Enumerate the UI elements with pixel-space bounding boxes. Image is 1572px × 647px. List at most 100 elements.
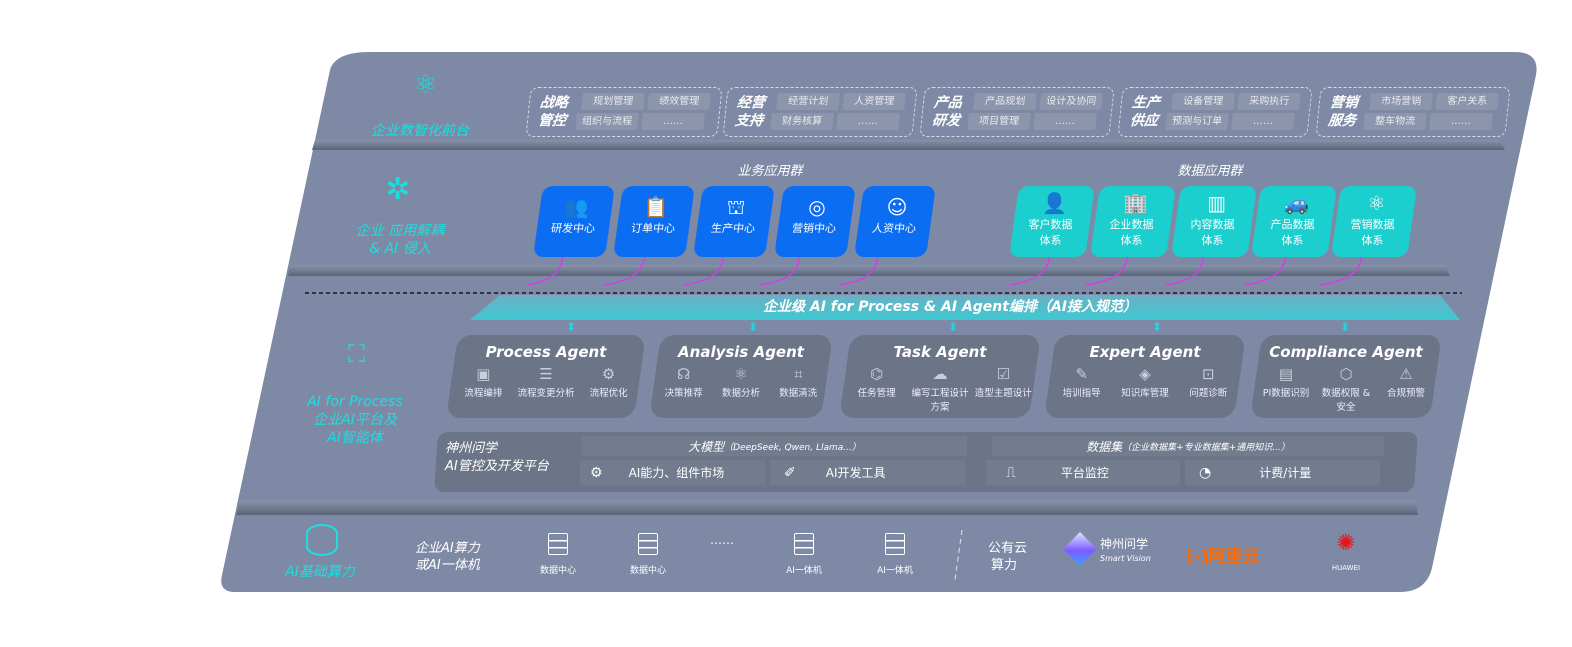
- agent-item: ☊ 决策推荐: [655, 365, 712, 399]
- chip: ……: [1231, 113, 1295, 130]
- agent-card-task[interactable]: Task Agent ⌬ 任务管理 ☁ 编写工程设计方案 ☑ 造型主题设计: [839, 335, 1041, 418]
- front-group: 产品研发 产品规划 设计及协同 项目管理 ……: [919, 87, 1115, 137]
- team-icon: 👥: [563, 195, 589, 219]
- market-icon: ⚙: [590, 464, 603, 481]
- front-group: 营销服务 市场营销 客户关系 整车物流 ……: [1315, 87, 1511, 137]
- group-title: 产品研发: [931, 95, 963, 129]
- chip: 设备管理: [1171, 93, 1235, 110]
- ellipsis: ……: [710, 533, 734, 547]
- card-label: 人资中心: [871, 222, 917, 235]
- market-bar[interactable]: ⚙ AI能力、组件市场: [580, 460, 765, 485]
- network-icon: ⌬: [870, 365, 884, 383]
- chip: ……: [641, 113, 705, 130]
- chip: 人资管理: [842, 93, 906, 110]
- label-line: AI管控及开发平台: [445, 459, 549, 474]
- chip: 产品规划: [973, 93, 1037, 110]
- app-card-rd[interactable]: 👥 研发中心: [533, 186, 615, 257]
- billing-bar[interactable]: ◔ 计费/计量: [1185, 460, 1380, 485]
- aliyun-logo: [-]阿里云: [1186, 542, 1260, 567]
- gauge-icon: ◔: [1199, 464, 1212, 481]
- agent-item: ☁ 编写工程设计方案: [909, 365, 972, 413]
- agent-card-expert[interactable]: Expert Agent ✎ 培训指导 ◈ 知识库管理 ⊡ 问题诊断: [1044, 335, 1246, 418]
- devtools-bar[interactable]: ✐ AI开发工具: [770, 460, 965, 485]
- item-label: PI数据识别: [1262, 388, 1310, 399]
- card-label: 生产中心: [710, 222, 756, 235]
- dataset-note: （企业数据集+专业数据集+通用知识...）: [1122, 442, 1290, 453]
- card-label: 营销数据体系: [1350, 218, 1395, 247]
- user-icon: 👤: [1042, 191, 1068, 215]
- layer-label-apps: 企业 应用解耦 & AI 侵入: [345, 222, 455, 258]
- chip: 项目管理: [967, 113, 1031, 130]
- cloud-icon: ☁: [932, 365, 948, 383]
- label-line: AI for Process: [307, 394, 403, 410]
- label-line: AI智能体: [327, 430, 383, 446]
- app-card-marketing[interactable]: ◎ 营销中心: [774, 186, 856, 257]
- agent-card-compliance[interactable]: Compliance Agent ▤ PI数据识别 ⬡ 数据权限 & 安全 ⚠ 合规预…: [1250, 335, 1442, 418]
- data-card-content[interactable]: ▥ 内容数据体系: [1171, 186, 1257, 257]
- agent-item: ⚙ 流程优化: [578, 365, 640, 399]
- id-icon: ▤: [1278, 365, 1294, 383]
- front-group: 战略管控 规划管理 绩效管理 组织与流程 ……: [525, 87, 723, 137]
- item-label: 数据权限 & 安全: [1321, 388, 1371, 413]
- optimize-icon: ⚙: [601, 365, 616, 383]
- data-card-enterprise[interactable]: 🏢 企业数据体系: [1090, 186, 1176, 257]
- card-label: 订单中心: [630, 222, 676, 235]
- chip: 预测与订单: [1165, 113, 1229, 130]
- agent-item: ⚛ 数据分析: [713, 365, 770, 399]
- agent-card-process[interactable]: Process Agent ▣ 流程编排 ☰ 流程变更分析 ⚙ 流程优化: [446, 335, 646, 418]
- chip: ……: [836, 113, 900, 130]
- front-group: 经营支持 经营计划 人资管理 财务核算 ……: [722, 87, 918, 137]
- card-label: 客户数据体系: [1028, 218, 1073, 247]
- app-card-order[interactable]: 📋 订单中心: [613, 186, 695, 257]
- item-label: 流程编排: [464, 388, 503, 399]
- dataset-bar[interactable]: 数据集 （企业数据集+专业数据集+通用知识...）: [992, 436, 1384, 456]
- agent-title: Expert Agent: [1089, 343, 1201, 361]
- chip: 客户关系: [1435, 93, 1499, 110]
- app-card-hr[interactable]: ☺ 人资中心: [854, 186, 936, 257]
- agent-item: ⌬ 任务管理: [845, 365, 908, 413]
- card-label: 企业数据体系: [1109, 218, 1154, 247]
- agent-title: Compliance Agent: [1269, 343, 1423, 361]
- aliyun-bracket-icon: [-]: [1186, 547, 1209, 567]
- agent-item: ☰ 流程变更分析: [515, 365, 577, 399]
- layer-label-front: 企业数智化前台: [371, 123, 469, 139]
- app-card-production[interactable]: ⛫ 生产中心: [693, 186, 775, 257]
- arrow-down-icon: ⬍: [566, 320, 577, 334]
- card-label: 营销中心: [791, 222, 837, 235]
- diagnose-icon: ⊡: [1202, 365, 1215, 383]
- item-label: 造型主题设计: [974, 388, 1032, 399]
- database-icon: [306, 524, 338, 556]
- business-apps-title: 业务应用群: [737, 164, 803, 179]
- group-title: 生产供应: [1129, 95, 1161, 129]
- atom-icon: ⚛: [1367, 191, 1386, 215]
- label-line: 企业AI平台及: [313, 412, 397, 428]
- data-card-product[interactable]: 🚙 产品数据体系: [1251, 186, 1337, 257]
- orchestration-banner: 企业级 AI for Process & AI Agent编排（AI接入规范）: [762, 299, 1138, 315]
- monitor-label: 平台监控: [1060, 466, 1109, 480]
- data-card-customer[interactable]: 👤 客户数据体系: [1009, 186, 1095, 257]
- chip: 市场营销: [1369, 93, 1433, 110]
- atom-icon: ⚛: [734, 365, 748, 383]
- layer-divider: [236, 500, 1418, 515]
- label-line: 算力: [991, 558, 1018, 573]
- private-compute-label: 企业AI算力 或AI一体机: [415, 540, 480, 574]
- molecule-icon: ✲: [385, 172, 411, 207]
- face-scan-icon: ⛶: [348, 340, 365, 368]
- data-card-marketing[interactable]: ⚛ 营销数据体系: [1331, 186, 1417, 257]
- huawei-petal-icon: ✺: [1336, 531, 1356, 556]
- card-label: 内容数据体系: [1190, 218, 1235, 247]
- agent-item: ◈ 知识库管理: [1114, 365, 1177, 399]
- item-label: 编写工程设计方案: [911, 388, 969, 413]
- llm-bar[interactable]: 大模型 （DeepSeek, Qwen, Llama...）: [582, 436, 967, 456]
- head-icon: ☊: [676, 365, 691, 383]
- agent-card-analysis[interactable]: Analysis Agent ☊ 决策推荐 ⚛ 数据分析 ⌗ 数据清洗: [649, 335, 833, 418]
- monitor-bar[interactable]: ⎍ 平台监控: [986, 460, 1180, 485]
- arrow-down-icon: ⬍: [948, 320, 959, 334]
- item-label: 培训指导: [1062, 388, 1101, 399]
- agent-title: Task Agent: [893, 343, 987, 361]
- layers-icon: ◈: [1139, 365, 1151, 383]
- logo-sub: Smart Vision: [1100, 554, 1151, 563]
- monitor-icon: ⎍: [1006, 464, 1016, 481]
- chart-icon: ▣: [476, 365, 491, 383]
- label-line: & AI 侵入: [369, 241, 431, 257]
